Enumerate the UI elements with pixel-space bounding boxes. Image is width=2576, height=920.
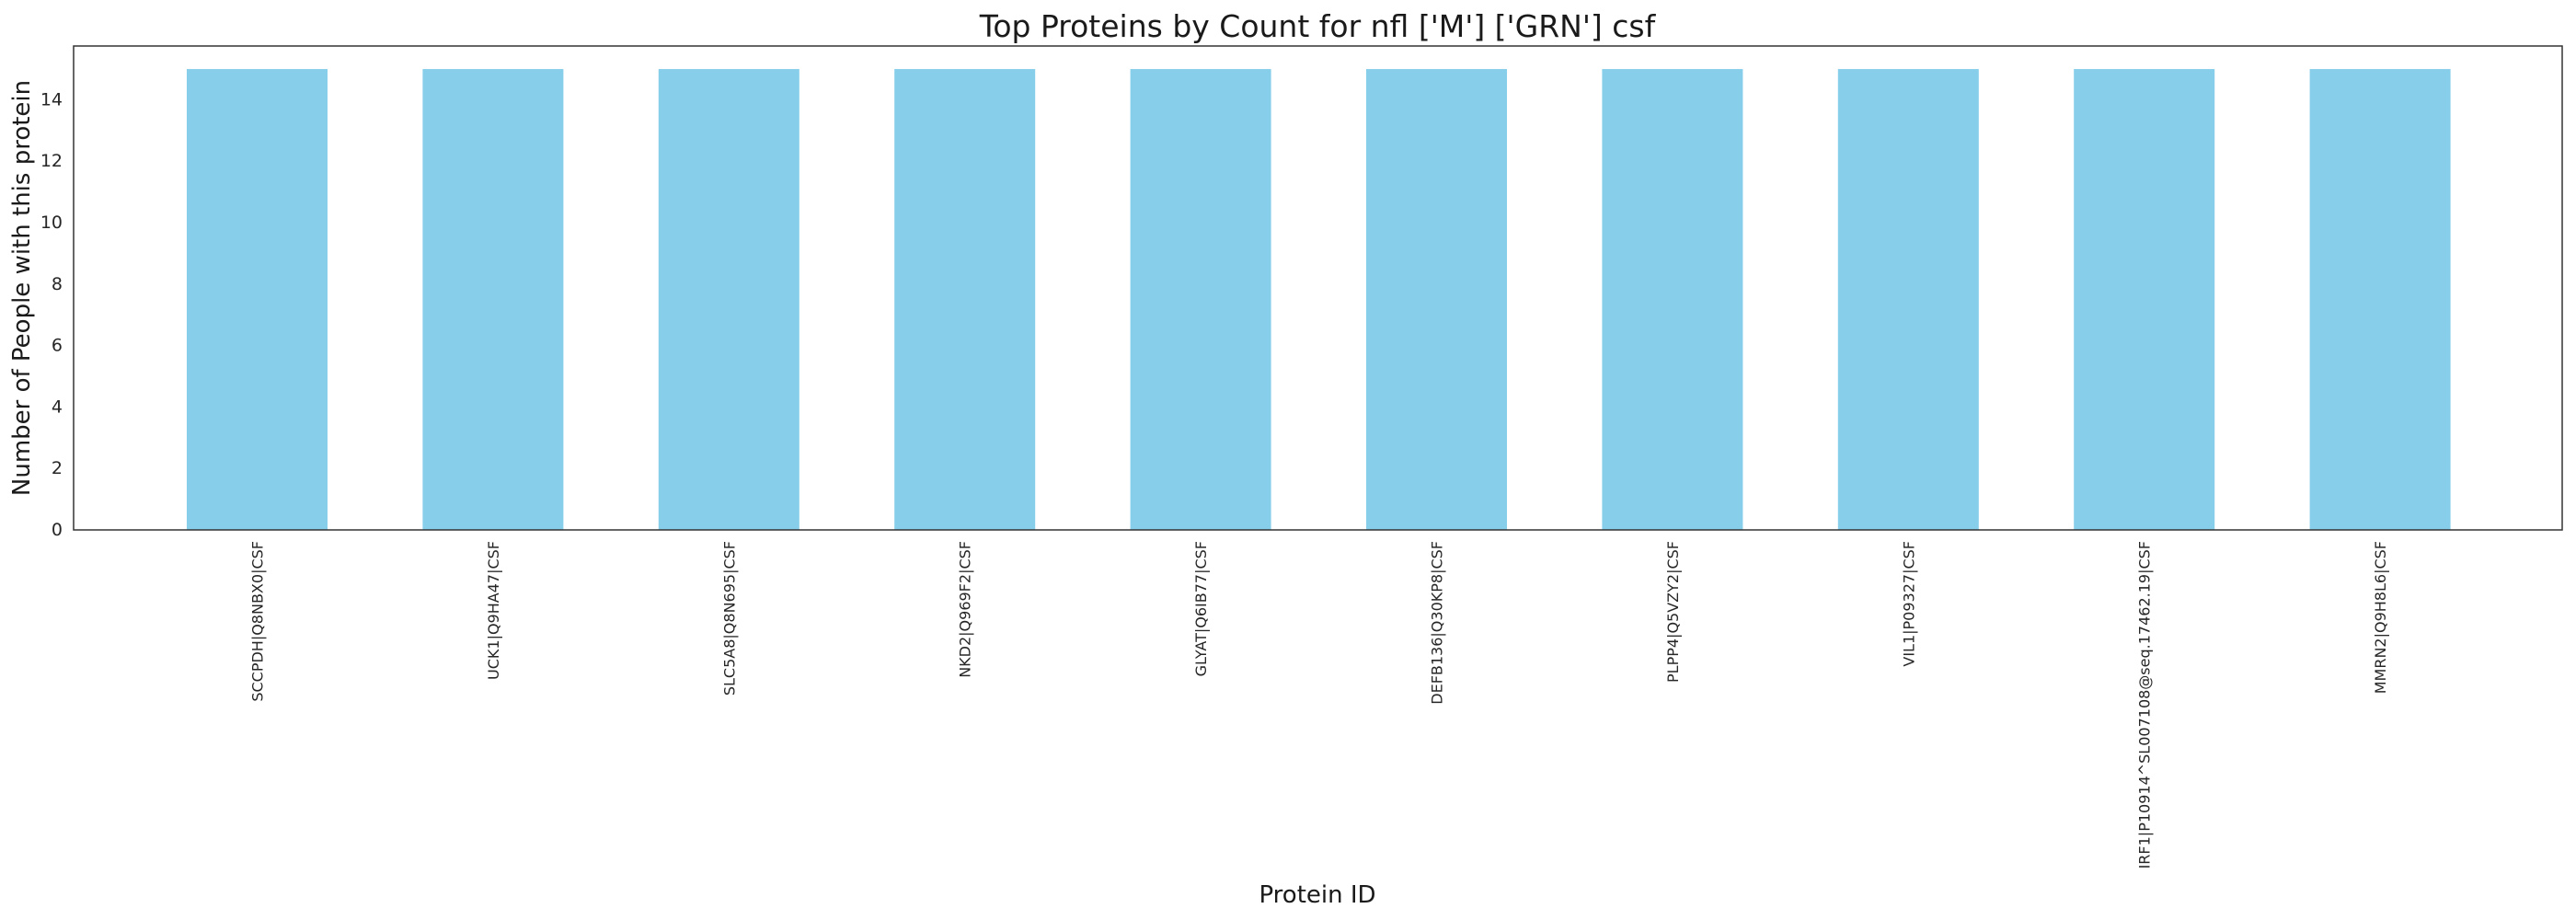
bar [1602, 69, 1743, 531]
plot-frame [73, 45, 2563, 531]
chart-title: Top Proteins by Count for nfl ['M'] ['GR… [979, 8, 1657, 44]
bar [894, 69, 1036, 531]
x-tick-label: SLC5A8|Q8N695|CSF [720, 541, 738, 696]
bar [2074, 69, 2215, 531]
y-axis-ticks: 0 2 4 6 8 10 12 14 [40, 89, 63, 540]
x-tick-label: GLYAT|Q6IB77|CSF [1192, 541, 1210, 676]
x-axis-ticks: SCCPDH|Q8NBX0|CSF UCK1|Q9HA47|CSF SLC5A8|Q… [249, 541, 2390, 868]
y-tick-label: 14 [40, 89, 63, 109]
y-tick-label: 8 [52, 274, 63, 294]
bar [422, 69, 564, 531]
bars-group [187, 69, 2451, 531]
x-tick-label: VIL1|P09327|CSF [1900, 541, 1917, 667]
x-tick-label: SCCPDH|Q8NBX0|CSF [249, 541, 267, 702]
y-tick-label: 0 [52, 520, 63, 540]
bar [1130, 69, 1271, 531]
bar [187, 69, 328, 531]
bar [658, 69, 799, 531]
y-tick-label: 6 [52, 336, 63, 356]
bar [1837, 69, 1979, 531]
y-tick-label: 4 [52, 397, 63, 417]
x-tick-label: UCK1|Q9HA47|CSF [485, 541, 502, 680]
y-tick-label: 10 [40, 213, 63, 233]
x-axis-label: Protein ID [1259, 881, 1375, 909]
y-tick-label: 2 [52, 458, 63, 478]
x-tick-label: DEFB136|Q30KP8|CSF [1429, 541, 1446, 705]
y-axis-label: Number of People with this protein [8, 80, 36, 496]
x-tick-label: MMRN2|Q9H8L6|CSF [2372, 541, 2389, 694]
x-tick-label: NKD2|Q969F2|CSF [957, 541, 974, 678]
bar [2309, 69, 2451, 531]
x-tick-label: PLPP4|Q5VZY2|CSF [1664, 541, 1682, 683]
x-tick-label: IRF1|P10914^SL007108@seq.17462.19|CSF [2136, 541, 2154, 868]
y-tick-label: 12 [40, 151, 63, 171]
bar [1366, 69, 1507, 531]
